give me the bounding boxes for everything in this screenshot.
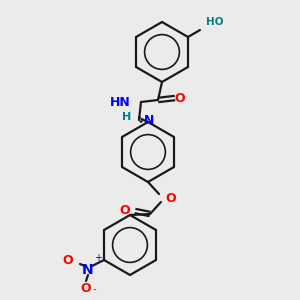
Text: O: O bbox=[62, 254, 73, 268]
Text: N: N bbox=[144, 113, 154, 127]
Text: H: H bbox=[122, 112, 131, 122]
Text: O: O bbox=[175, 92, 185, 104]
Text: O: O bbox=[165, 193, 175, 206]
Text: N: N bbox=[82, 263, 94, 277]
Text: O: O bbox=[81, 283, 91, 296]
Text: HO: HO bbox=[206, 17, 224, 27]
Text: +: + bbox=[94, 253, 102, 263]
Text: O: O bbox=[119, 203, 130, 217]
Text: HN: HN bbox=[110, 95, 131, 109]
Text: -: - bbox=[92, 284, 95, 294]
